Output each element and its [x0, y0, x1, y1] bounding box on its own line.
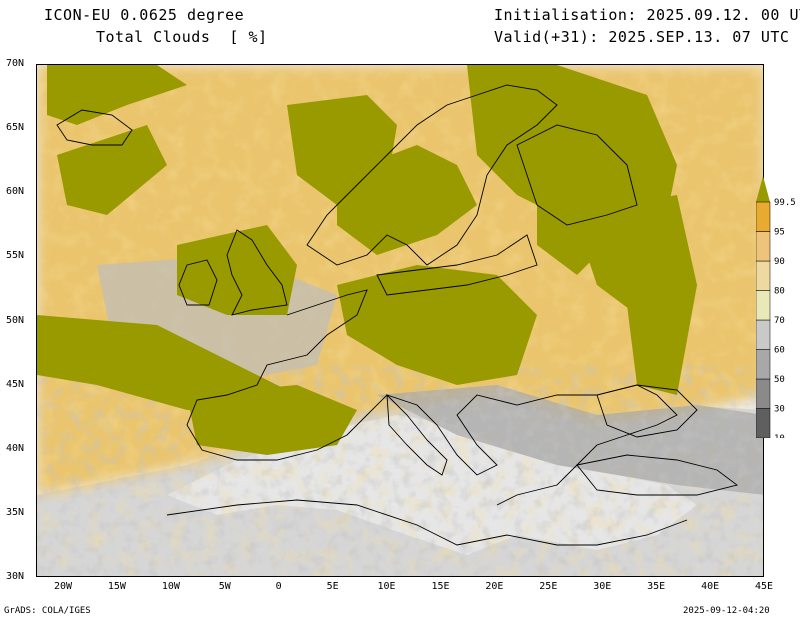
- lon-label: 30E: [593, 581, 612, 592]
- colorbar-top-triangle: [756, 176, 770, 202]
- lat-label: 55N: [6, 250, 25, 262]
- coast-scandinavia: [306, 84, 558, 266]
- overcast-baltic-east: [537, 175, 617, 275]
- colorbar-label: 95: [774, 228, 785, 238]
- colorbar-segment: [755, 290, 771, 321]
- coast-ireland: [178, 259, 218, 306]
- overcast-regions: [37, 65, 697, 455]
- lat-label: 30N: [6, 571, 25, 582]
- lat-label: 50N: [6, 314, 25, 326]
- coast-italy: [386, 393, 448, 476]
- overcast-russia: [617, 195, 697, 395]
- lon-label: 0: [275, 581, 282, 592]
- colorbar-segment: [755, 260, 771, 291]
- overcast-british-isles: [177, 225, 297, 315]
- coast-north-africa: [166, 499, 688, 546]
- lon-label: 10E: [377, 581, 396, 592]
- colorbar-label: 99.5: [774, 198, 796, 208]
- lat-label: 60N: [6, 186, 25, 198]
- lon-label: 40E: [701, 581, 720, 592]
- overcast-atlantic-band: [37, 315, 297, 415]
- lon-label: 20W: [53, 581, 73, 592]
- colorbar-label: 70: [774, 316, 785, 326]
- lat-label: 35N: [6, 506, 25, 518]
- lon-label: 25E: [539, 581, 558, 592]
- lon-label: 5W: [218, 581, 231, 592]
- colorbar: 10 30 50 60 70 80 90 95 99.5: [755, 176, 800, 444]
- colorbar-segment: [755, 349, 771, 380]
- overcast-iceland-west: [57, 125, 167, 215]
- coast-iceland: [56, 109, 133, 146]
- lat-label: 45N: [6, 378, 25, 390]
- colorbar-segment: [755, 231, 771, 262]
- colorbar-label: 60: [774, 346, 785, 356]
- coast-western-europe: [186, 289, 678, 506]
- coastlines: [56, 84, 739, 546]
- colorbar-segment: [755, 319, 771, 350]
- lon-label: 10W: [161, 581, 180, 592]
- lat-label: 70N: [6, 58, 25, 69]
- lat-label: 40N: [6, 442, 25, 454]
- model-title: ICON-EU 0.0625 degree: [44, 6, 245, 24]
- coast-baltic: [376, 234, 538, 296]
- footer-timestamp: 2025-09-12-04:20: [683, 606, 770, 616]
- colorbar-label: 10: [774, 434, 785, 438]
- lon-label: 15W: [107, 581, 126, 592]
- footer-credit: GrADS: COLA/IGES: [4, 606, 91, 616]
- colorbar-label: 90: [774, 257, 785, 267]
- overcast-scandinavia: [337, 145, 477, 255]
- lon-label: 20E: [485, 581, 504, 592]
- overcast-iberia: [187, 385, 357, 455]
- coast-great-britain: [226, 229, 288, 316]
- lat-label: 65N: [6, 122, 25, 134]
- lon-label: 35E: [647, 581, 666, 592]
- colorbar-label: 50: [774, 375, 785, 385]
- coast-black-sea: [596, 384, 698, 438]
- colorbar-label: 30: [774, 405, 785, 415]
- lon-label: 5E: [326, 581, 339, 592]
- init-time: Initialisation: 2025.09.12. 00 UTC: [494, 6, 800, 24]
- colorbar-segment: [755, 378, 771, 409]
- colorbar-segment: [755, 201, 771, 232]
- lon-label: 15E: [431, 581, 450, 592]
- valid-time: Valid(+31): 2025.SEP.13. 07 UTC: [494, 28, 790, 46]
- coast-turkey: [576, 454, 739, 496]
- lon-label: 45E: [755, 581, 774, 592]
- cloud-cover-map: [36, 64, 764, 577]
- colorbar-segment: [755, 408, 771, 439]
- colorbar-label: 80: [774, 287, 785, 297]
- coast-finland: [516, 124, 638, 226]
- variable-title: Total Clouds [ %]: [96, 28, 268, 46]
